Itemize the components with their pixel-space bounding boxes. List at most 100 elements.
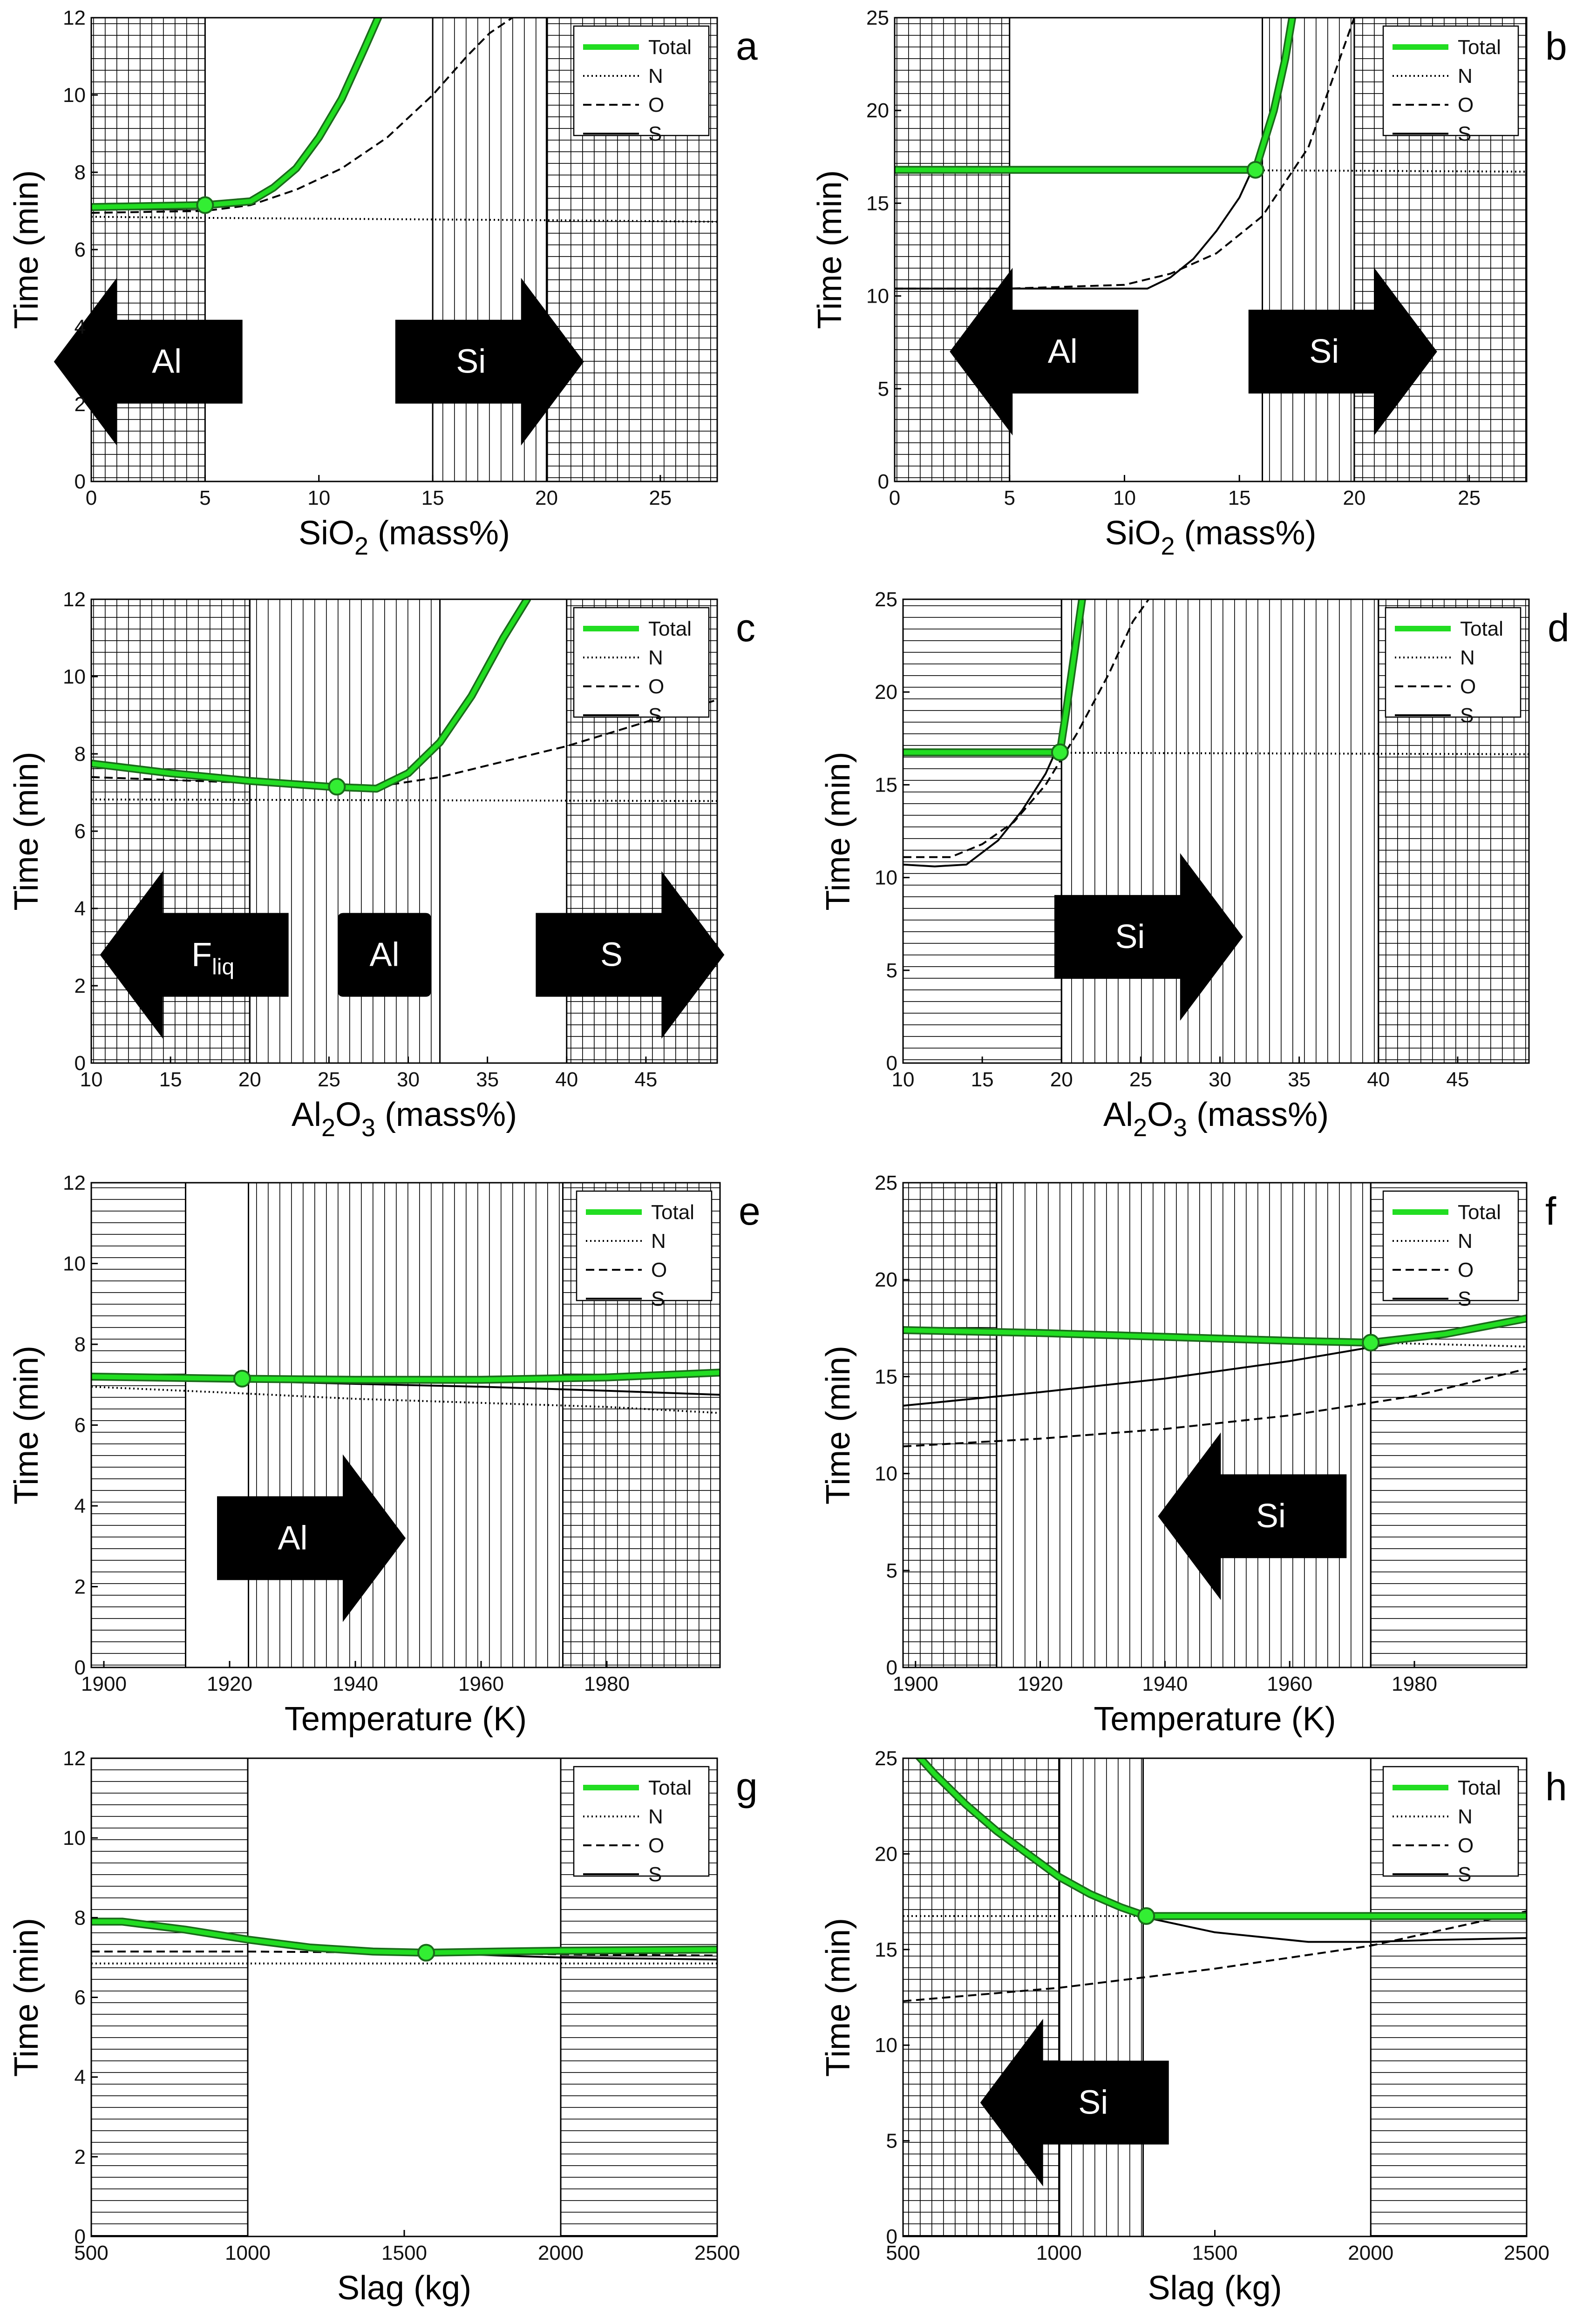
- series-total-line: [895, 18, 1295, 172]
- hatch-region-vertical: [1059, 1758, 1143, 2236]
- x-tick-label: 1980: [584, 1673, 630, 1695]
- optimum-marker: [417, 1944, 435, 1962]
- series-group: [91, 1369, 720, 1414]
- legend: Total NOS: [1385, 607, 1522, 727]
- y-tick-label: 20: [866, 99, 889, 122]
- panel-label: f: [1545, 1189, 1556, 1233]
- series-o-line: [91, 18, 513, 214]
- series-n-line: [91, 1386, 720, 1414]
- y-tick-label: 2: [75, 2146, 86, 2168]
- x-tick-label: 5: [1004, 487, 1015, 509]
- legend: Total NOS: [1382, 1766, 1519, 1886]
- legend-label-o: O: [648, 94, 664, 116]
- y-tick-label: 12: [63, 1172, 86, 1194]
- arrow-shape: [217, 1454, 406, 1622]
- arrow-right-s: S: [536, 871, 725, 1039]
- y-tick-label: 10: [63, 84, 86, 107]
- arrow-label: Si: [1078, 2084, 1108, 2121]
- x-tick-label: 1960: [458, 1673, 504, 1695]
- legend-label-total: Total: [648, 36, 692, 59]
- panel-c: Fliq Al S 10 15 20 25 30 35 40 45 0 2 4 6 8 10 12 Al2O3 (m…: [8, 588, 755, 1142]
- x-tick-label: 15: [421, 487, 444, 509]
- y-tick-label: 10: [875, 867, 897, 889]
- panel-label: h: [1545, 1765, 1567, 1809]
- legend: Total NOS: [576, 1190, 713, 1310]
- axes-frame: [902, 1182, 1528, 1668]
- y-tick-label: 10: [63, 665, 86, 688]
- panel-h: Si 500 1000 1500 2000 2500 0 5 10 15 20 25 Slag (kg)…: [820, 1747, 1567, 2307]
- arrow-shape: [395, 278, 584, 446]
- y-tick-label: 12: [63, 588, 86, 611]
- x-tick-label: 10: [1113, 487, 1136, 509]
- y-tick-label: 20: [875, 1843, 897, 1865]
- x-tick-label: 1000: [225, 2242, 271, 2264]
- x-tick-label: 45: [634, 1068, 657, 1091]
- x-tick-label: 2500: [694, 2242, 740, 2264]
- legend-label-total: Total: [1458, 1776, 1501, 1799]
- series-n-line: [91, 798, 717, 802]
- x-tick-label: 1500: [381, 2242, 427, 2264]
- y-axis-label: Time (min): [820, 1918, 857, 2077]
- y-tick-label: 5: [886, 959, 897, 982]
- y-tick-label: 0: [886, 1656, 897, 1679]
- legend-label-n: N: [651, 1230, 666, 1253]
- y-tick-label: 10: [875, 1463, 897, 1485]
- x-axis-label: Temperature (K): [285, 1701, 527, 1738]
- arrow-none-al: Al: [338, 913, 431, 997]
- x-axis-label: SiO2 (mass%): [299, 515, 510, 560]
- panel-g: 500 1000 1500 2000 2500 0 2 4 6 8 10 12 Slag (kg) Tim…: [8, 1747, 758, 2307]
- arrow-label: Al: [278, 1519, 307, 1557]
- legend-label-n: N: [1460, 646, 1475, 669]
- x-tick-label: 2000: [538, 2242, 584, 2264]
- y-tick-label: 12: [63, 1747, 86, 1770]
- legend-label-n: N: [648, 646, 663, 669]
- y-tick-label: 10: [63, 1827, 86, 1850]
- y-tick-label: 6: [75, 1986, 86, 2009]
- legend-label-n: N: [1458, 1805, 1473, 1828]
- legend-box: [573, 607, 710, 718]
- y-tick-label: 5: [886, 1559, 897, 1582]
- arrow-label: Al: [1048, 333, 1078, 370]
- arrow-label: Si: [1256, 1497, 1286, 1535]
- x-tick-label: 20: [1343, 487, 1366, 509]
- series-group: [91, 599, 717, 802]
- x-tick-label: 10: [80, 1068, 103, 1091]
- y-tick-label: 25: [875, 1172, 897, 1194]
- arrow-shape: [1248, 268, 1437, 436]
- y-axis-label: Time (min): [8, 170, 45, 329]
- panel-b: Al Si 0 5 10 15 20 25 0 5 10 15 20 25 SiO2 (mass%) Time…: [811, 7, 1567, 560]
- x-tick-label: 1920: [207, 1673, 252, 1695]
- y-tick-label: 0: [886, 2225, 897, 2248]
- y-tick-label: 4: [75, 316, 86, 339]
- y-tick-label: 4: [75, 2066, 86, 2089]
- legend-label-s: S: [648, 122, 662, 145]
- x-tick-label: 1000: [1036, 2242, 1082, 2264]
- y-tick-label: 5: [886, 2130, 897, 2153]
- arrow-left-al: Al: [950, 268, 1139, 436]
- y-tick-label: 12: [63, 7, 86, 29]
- series-group: [903, 599, 1529, 867]
- panel-a: Al Si 0 5 10 15 20 25 0 2 4 6 8 10 12 SiO2 (mass%) Time …: [8, 7, 758, 560]
- y-tick-label: 10: [875, 2034, 897, 2057]
- legend-label-s: S: [648, 704, 662, 727]
- series-o-line: [903, 1910, 1527, 2002]
- optimum-marker: [1246, 161, 1264, 179]
- y-tick-label: 15: [866, 192, 889, 215]
- arrow-shape: [1158, 1432, 1347, 1600]
- hatch-region-horizontal: [91, 1183, 186, 1667]
- series-o-line: [895, 18, 1355, 290]
- legend: Total NOS: [1382, 25, 1519, 145]
- x-tick-label: 25: [1129, 1068, 1152, 1091]
- x-tick-label: 0: [86, 487, 97, 509]
- legend-label-n: N: [1458, 65, 1473, 88]
- series-group: [903, 1758, 1527, 2002]
- arrow-label: Al: [369, 936, 399, 974]
- hatch-region-vertical: [996, 1183, 1371, 1667]
- y-tick-label: 0: [878, 470, 889, 493]
- legend-label-total: Total: [1458, 1201, 1501, 1224]
- y-tick-label: 15: [875, 773, 897, 796]
- x-tick-label: 40: [1367, 1068, 1390, 1091]
- x-tick-label: 1920: [1018, 1673, 1063, 1695]
- y-tick-label: 25: [866, 7, 889, 29]
